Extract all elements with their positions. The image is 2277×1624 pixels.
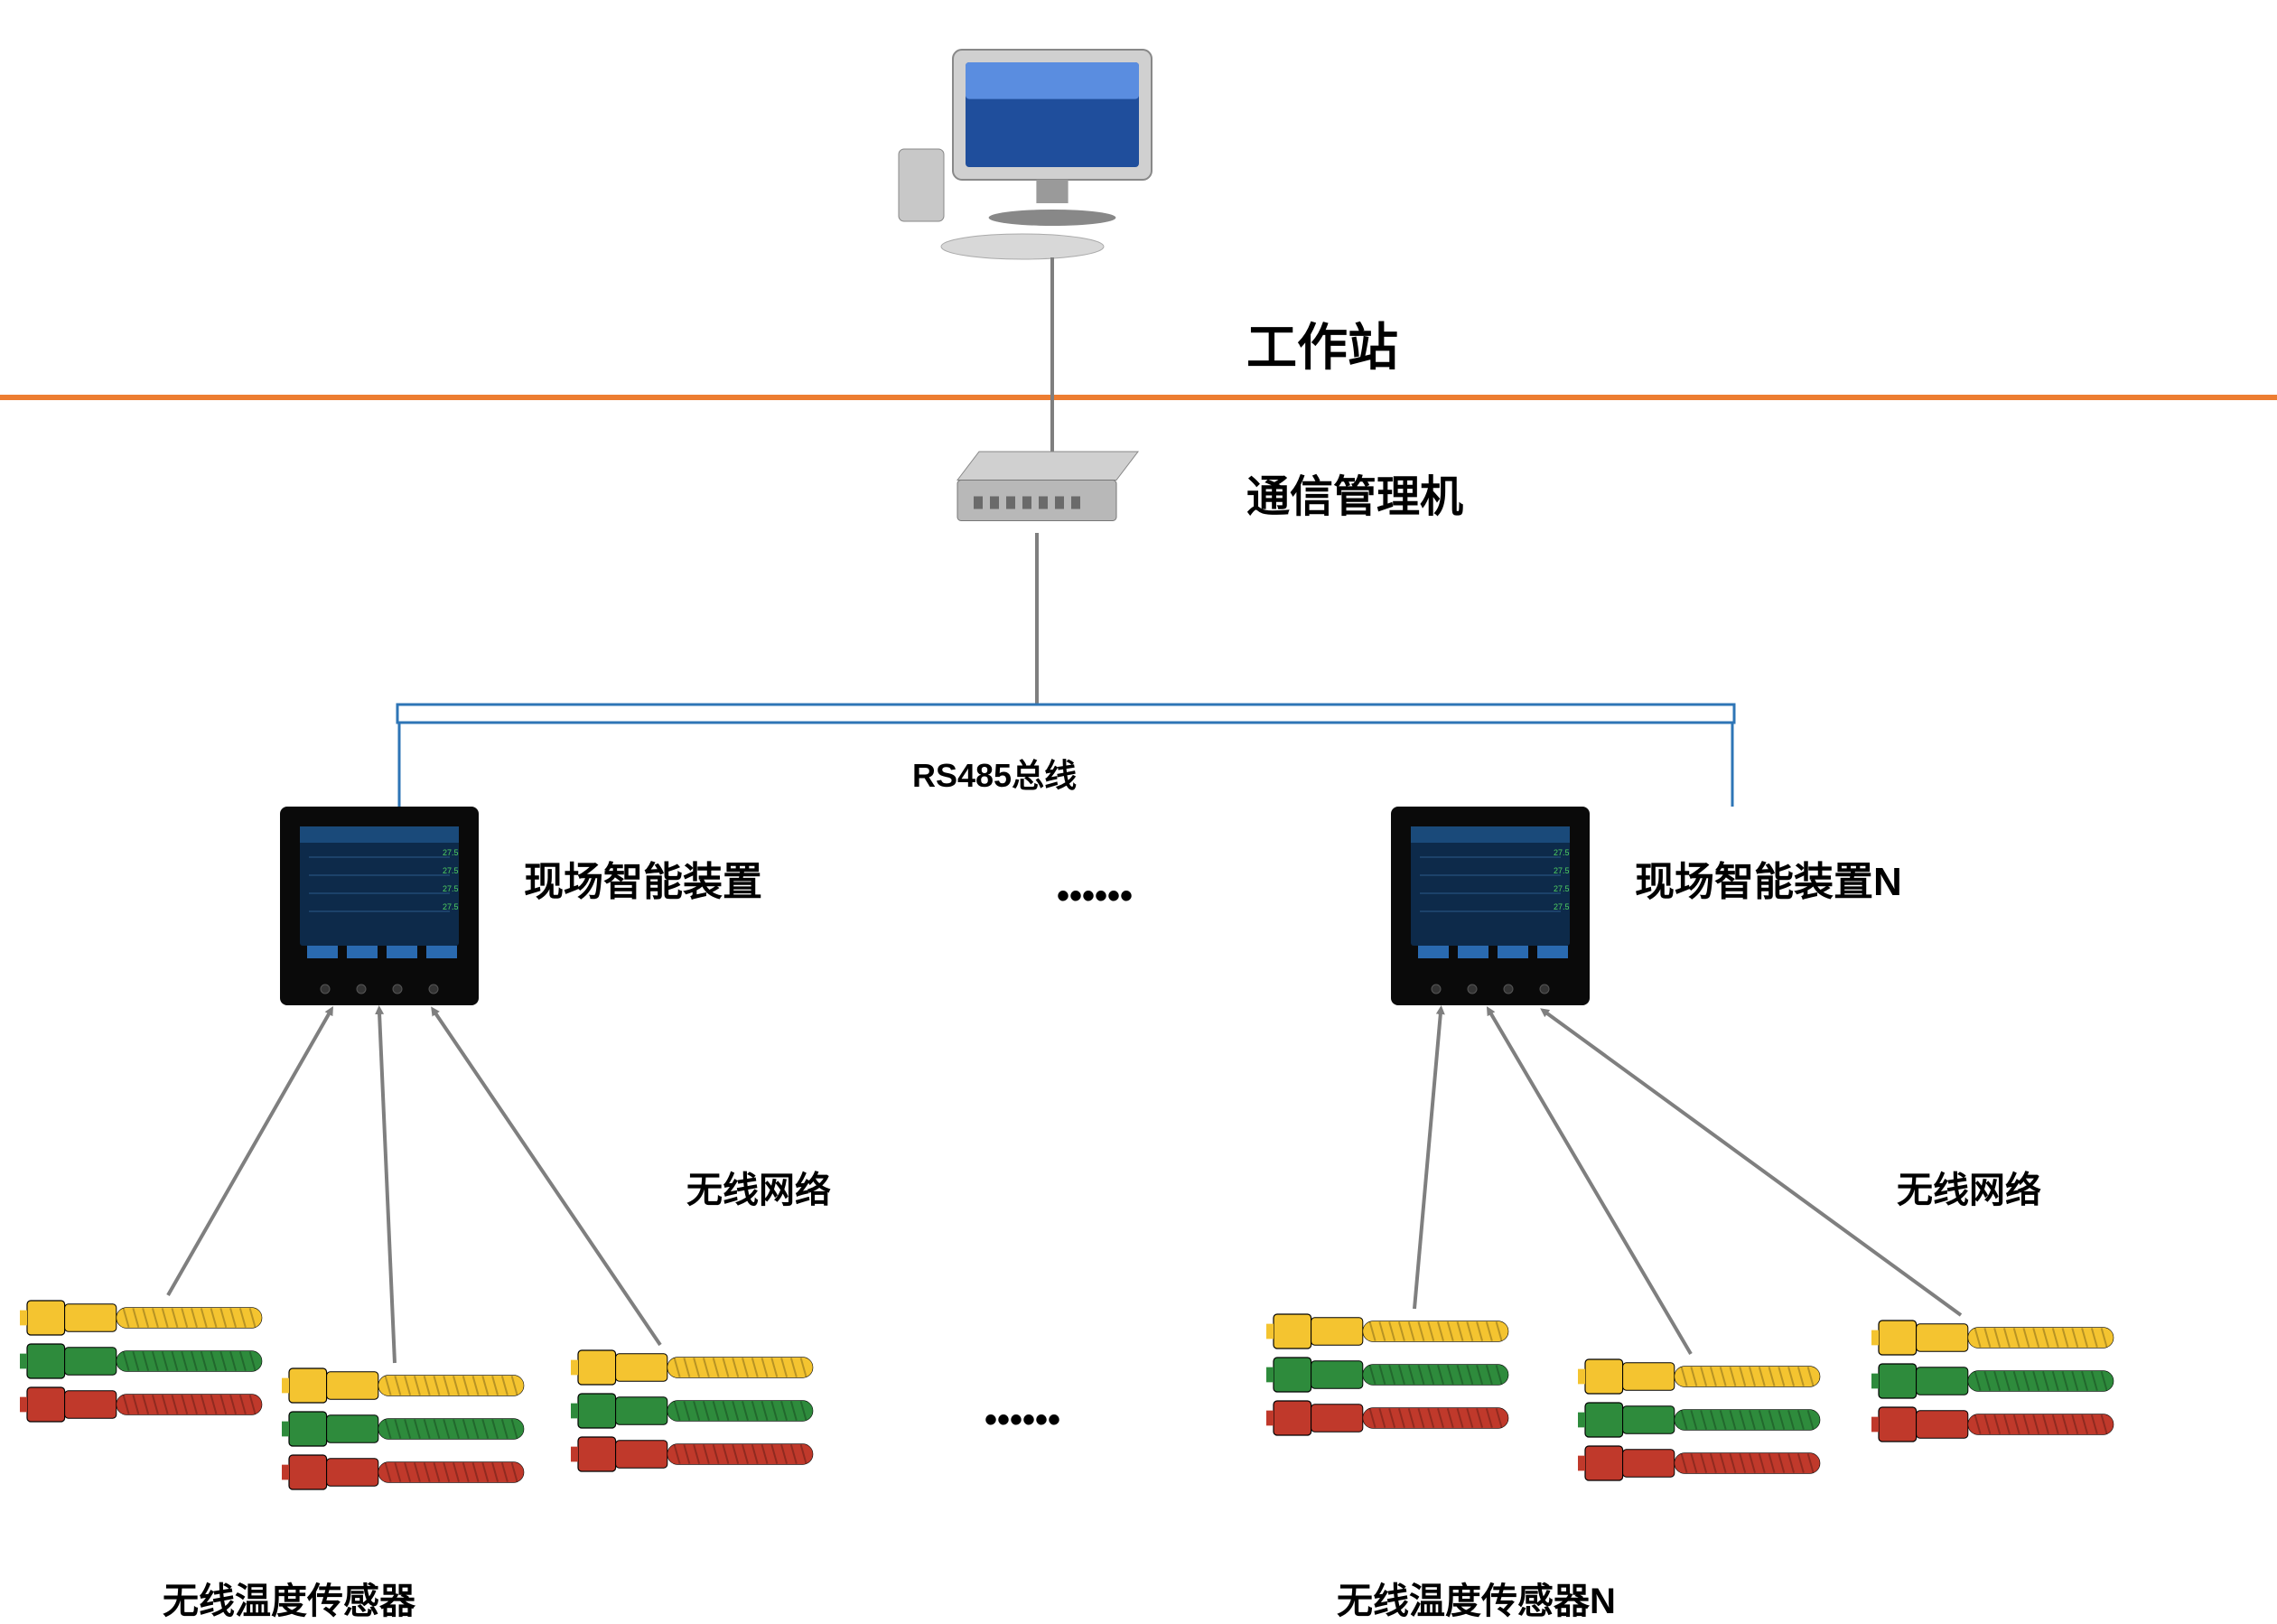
label-rs485: RS485总线 xyxy=(912,750,1077,797)
svg-text:27.5: 27.5 xyxy=(1554,866,1570,875)
svg-text:27.5: 27.5 xyxy=(443,866,459,875)
svg-text:27.5: 27.5 xyxy=(1554,884,1570,893)
sensor-group-r1 xyxy=(1578,1359,1820,1480)
label-dots-bot: •••••• xyxy=(985,1400,1060,1441)
svg-text:27.5: 27.5 xyxy=(1554,902,1570,911)
label-field-device: 现场智能装置 xyxy=(524,849,762,907)
rs485-bus xyxy=(397,705,1734,723)
svg-text:27.5: 27.5 xyxy=(443,902,459,911)
label-field-device-n: 现场智能装置N xyxy=(1635,849,1902,907)
workstation-icon xyxy=(899,50,1152,259)
label-sensor-r: 无线温度传感器N xyxy=(1337,1572,1616,1624)
label-workstation: 工作站 xyxy=(1246,307,1398,380)
comm-manager-icon xyxy=(957,452,1138,521)
field-device-right: 27.5 27.5 27.5 27.5 xyxy=(1391,807,1590,1005)
sensor-group-r2 xyxy=(1871,1321,2114,1442)
diagram-svg: 27.5 27.5 27.5 27.5 27.5 27.5 27.5 27.5 xyxy=(0,0,2277,1618)
sensor-group-l2 xyxy=(571,1350,813,1471)
svg-text:27.5: 27.5 xyxy=(443,884,459,893)
label-comm-manager: 通信管理机 xyxy=(1246,461,1463,524)
label-dots-mid: •••••• xyxy=(1057,876,1133,917)
svg-text:27.5: 27.5 xyxy=(1554,848,1570,857)
svg-text:27.5: 27.5 xyxy=(443,848,459,857)
sensor-group-r0 xyxy=(1266,1314,1508,1435)
diagram-canvas: 27.5 27.5 27.5 27.5 27.5 27.5 27.5 27.5 工作站 通信管… xyxy=(0,0,2277,1618)
label-wireless-l: 无线网络 xyxy=(686,1161,831,1213)
field-device-left: 27.5 27.5 27.5 27.5 xyxy=(280,807,479,1005)
label-wireless-r: 无线网络 xyxy=(1897,1161,2041,1213)
sensor-group-l0 xyxy=(20,1301,262,1422)
label-sensor-l: 无线温度传感器 xyxy=(163,1572,415,1624)
sensor-group-l1 xyxy=(282,1368,524,1489)
